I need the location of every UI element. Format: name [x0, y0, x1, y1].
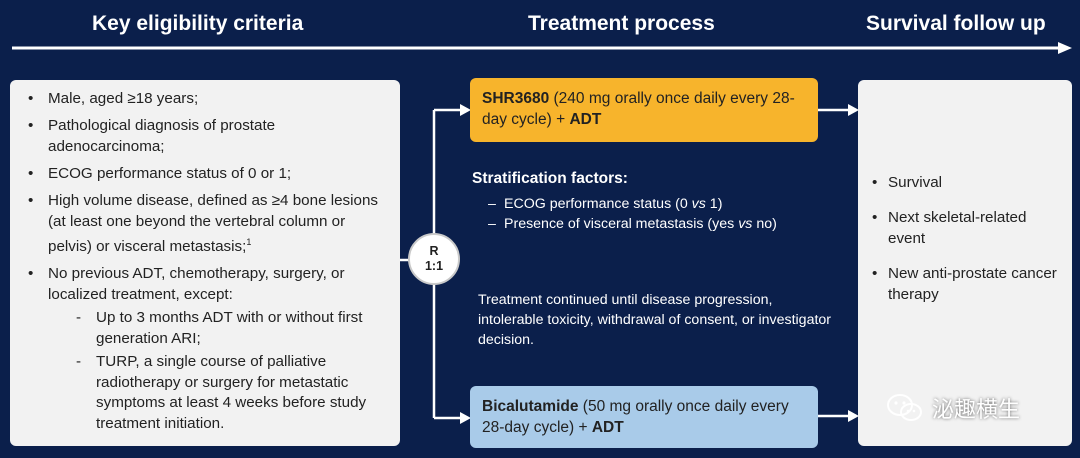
criterion-previous-treatment: No previous ADT, chemotherapy, surgery, … — [24, 263, 390, 434]
strat-visceral-a: Presence of visceral metastasis (yes — [504, 216, 739, 232]
strat-visceral-vs: vs — [738, 216, 753, 232]
arm2-drug: Bicalutamide — [482, 398, 579, 415]
arm-bicalutamide-box: Bicalutamide (50 mg orally once daily ev… — [470, 386, 818, 448]
strat-visceral-b: no) — [752, 216, 777, 232]
randomization-label: R — [429, 244, 439, 258]
exception-adt: Up to 3 months ADT with or without first… — [48, 308, 390, 349]
arm1-adt: ADT — [569, 111, 602, 128]
criterion-previous-treatment-text: No previous ADT, chemotherapy, surgery, … — [48, 265, 345, 304]
criterion-age: Male, aged ≥18 years; — [24, 88, 390, 109]
watermark-text: 泌趣横生 — [932, 397, 1021, 422]
exception-turp: TURP, a single course of palliative radi… — [48, 352, 390, 434]
eligibility-criteria-box: Male, aged ≥18 years; Pathological diagn… — [10, 80, 400, 446]
eligibility-header: Key eligibility criteria — [92, 12, 304, 35]
strat-ecog-b: 1) — [705, 196, 723, 212]
strat-ecog-a: ECOG performance status (0 — [504, 196, 692, 212]
endpoint-survival: Survival — [866, 172, 1064, 193]
arm2-dose: (50 mg orally once daily every 28-day cy… — [482, 398, 789, 436]
criterion-diagnosis: Pathological diagnosis of prostate adeno… — [24, 115, 390, 157]
endpoint-skeletal-event: Next skeletal-related event — [866, 207, 1064, 249]
treatment-continuation-note: Treatment continued until disease progre… — [478, 292, 832, 348]
endpoint-new-therapy: New anti-prostate cancer therapy — [866, 263, 1064, 305]
randomization-circle: R 1:1 — [408, 233, 460, 285]
arm1-drug: SHR3680 — [482, 90, 550, 107]
criterion-ecog: ECOG performance status of 0 or 1; — [24, 163, 390, 184]
arm1-dose: (240 mg orally once daily every 28-day c… — [482, 90, 795, 128]
stratification-visceral: Presence of visceral metastasis (yes vs … — [472, 214, 777, 234]
criterion-high-volume-text: High volume disease, defined as ≥4 bone … — [48, 192, 379, 256]
arm2-adt: ADT — [591, 419, 624, 436]
randomization-ratio: 1:1 — [424, 259, 444, 273]
stratification-title: Stratification factors: — [472, 170, 628, 187]
survival-endpoints-box: Survival Next skeletal-related event New… — [858, 80, 1072, 446]
wechat-icon — [887, 394, 922, 421]
timeline-arrow — [12, 42, 1072, 54]
watermark: 泌趣横生 — [886, 392, 1020, 424]
criterion-high-volume: High volume disease, defined as ≥4 bone … — [24, 190, 390, 257]
arm-shr3680-box: SHR3680 (240 mg orally once daily every … — [470, 78, 818, 142]
treatment-header: Treatment process — [528, 12, 715, 35]
stratification-ecog: ECOG performance status (0 vs 1) — [472, 194, 777, 214]
reference-marker: 1 — [246, 237, 252, 247]
strat-ecog-vs: vs — [691, 196, 706, 212]
stratification-factors: Stratification factors: ECOG performance… — [472, 170, 777, 234]
survival-header: Survival follow up — [866, 12, 1046, 35]
